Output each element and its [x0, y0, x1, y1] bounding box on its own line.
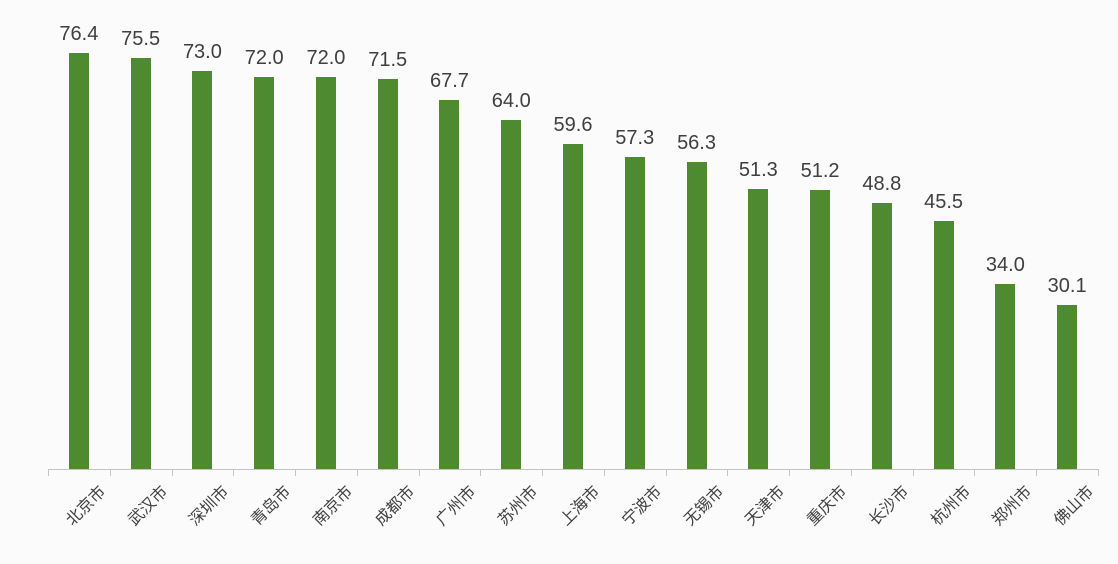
- bar-column: 76.4: [48, 0, 110, 469]
- x-axis-label: 天津市: [742, 483, 789, 530]
- bar-value-label: 72.0: [306, 47, 346, 69]
- x-axis-tick: [295, 469, 297, 476]
- bar: [624, 157, 645, 469]
- bar: [130, 58, 151, 469]
- bar-value-label: 34.0: [985, 254, 1025, 276]
- bar-column: 51.2: [789, 0, 851, 469]
- bar-column: 64.0: [480, 0, 542, 469]
- bar-column: 72.0: [233, 0, 295, 469]
- x-axis-label: 杭州市: [927, 483, 974, 530]
- bar: [1057, 305, 1078, 469]
- x-axis-label: 北京市: [63, 483, 110, 530]
- bar-column: 30.1: [1036, 0, 1098, 469]
- x-axis-tick: [48, 469, 49, 476]
- x-axis-tick: [665, 469, 667, 476]
- x-axis-label: 成都市: [371, 483, 418, 530]
- bar-value-label: 71.5: [368, 49, 408, 71]
- x-axis-label: 无锡市: [680, 483, 727, 530]
- x-axis-tick: [171, 469, 173, 476]
- bar-column: 67.7: [419, 0, 481, 469]
- bar: [315, 77, 336, 469]
- bar: [686, 162, 707, 469]
- bar: [68, 53, 89, 469]
- bar: [933, 221, 954, 469]
- bar-column: 48.8: [851, 0, 913, 469]
- x-axis-tick: [418, 469, 420, 476]
- bar-value-label: 51.2: [800, 160, 840, 182]
- bar-value-label: 75.5: [121, 28, 161, 50]
- bar-value-label: 76.4: [59, 23, 99, 45]
- bar: [439, 100, 460, 469]
- bar-column: 59.6: [542, 0, 604, 469]
- x-axis-tick: [850, 469, 852, 476]
- x-axis-tick: [480, 469, 482, 476]
- bar-column: 56.3: [666, 0, 728, 469]
- x-axis-line: [48, 469, 1098, 470]
- x-axis-label: 佛山市: [1051, 483, 1098, 530]
- x-axis-label: 青岛市: [248, 483, 295, 530]
- bar-column: 57.3: [604, 0, 666, 469]
- x-axis-tick: [727, 469, 729, 476]
- x-axis-tick: [542, 469, 544, 476]
- plot-area: 76.4 75.5 73.0 72.0 72.0 71.5 67.7 64.0 59.6 57.3…: [48, 0, 1098, 470]
- x-axis-label: 上海市: [557, 483, 604, 530]
- bar-value-label: 64.0: [491, 90, 531, 112]
- bar: [563, 144, 583, 469]
- bar-columns: 76.4 75.5 73.0 72.0 72.0 71.5 67.7 64.0 59.6 57.3…: [48, 0, 1098, 469]
- bar-value-label: 59.6: [553, 114, 593, 136]
- x-axis-tick: [603, 469, 605, 476]
- x-axis-tick: [109, 469, 111, 476]
- bar-column: 72.0: [295, 0, 357, 469]
- bar: [501, 120, 522, 469]
- x-axis-label: 武汉市: [124, 483, 171, 530]
- bar: [810, 190, 831, 469]
- x-axis-label: 长沙市: [866, 483, 913, 530]
- x-axis-label: 南京市: [310, 483, 357, 530]
- bar: [995, 284, 1016, 469]
- bar-value-label: 73.0: [182, 41, 222, 63]
- x-axis-tick: [912, 469, 914, 476]
- bar-value-label: 72.0: [244, 47, 284, 69]
- bar: [871, 203, 892, 469]
- x-axis-tick: [1098, 469, 1099, 476]
- bar: [748, 189, 769, 469]
- x-axis-label: 郑州市: [989, 483, 1036, 530]
- bar-value-label: 57.3: [615, 127, 655, 149]
- x-axis-label: 深圳市: [186, 483, 233, 530]
- bar: [377, 79, 398, 469]
- x-axis-tick: [233, 469, 235, 476]
- bar-value-label: 56.3: [677, 132, 716, 154]
- bar-value-label: 48.8: [862, 173, 902, 195]
- x-axis-tick: [1036, 469, 1038, 476]
- bar-value-label: 51.3: [738, 159, 778, 181]
- x-axis-tick: [356, 469, 358, 476]
- bar-column: 75.5: [110, 0, 172, 469]
- bar-column: 34.0: [974, 0, 1036, 469]
- bar-column: 71.5: [357, 0, 419, 469]
- x-axis-tick: [789, 469, 791, 476]
- bar-column: 51.3: [727, 0, 789, 469]
- bar-column: 45.5: [913, 0, 975, 469]
- x-axis-label: 重庆市: [804, 483, 851, 530]
- x-axis-label: 苏州市: [495, 483, 542, 530]
- x-axis-label: 广州市: [433, 483, 480, 530]
- bar-value-label: 30.1: [1047, 275, 1087, 297]
- bar-value-label: 45.5: [924, 191, 964, 213]
- bar-value-label: 67.7: [430, 70, 469, 92]
- bar: [192, 71, 213, 469]
- x-axis-label: 宁波市: [619, 483, 666, 530]
- bar: [254, 77, 275, 469]
- x-axis-tick: [974, 469, 976, 476]
- bar-column: 73.0: [172, 0, 234, 469]
